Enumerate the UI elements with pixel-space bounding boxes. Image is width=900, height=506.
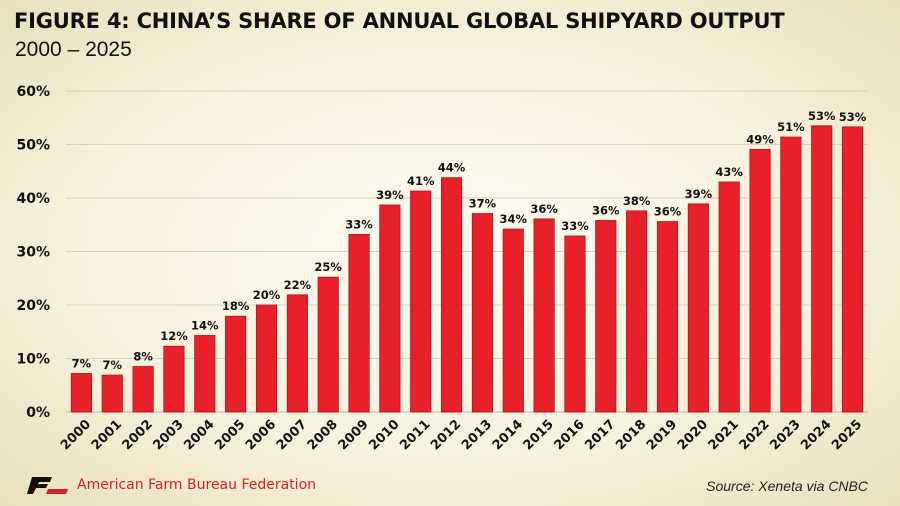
afbf-logo-icon: [27, 477, 68, 494]
bar-2016: [564, 235, 586, 413]
x-tick-label-2003: 2003: [150, 417, 186, 453]
x-tick-label-2002: 2002: [120, 417, 156, 453]
x-tick-label-2006: 2006: [243, 417, 279, 453]
data-label-2004: 14%: [191, 318, 219, 332]
bar-2006: [255, 304, 278, 413]
brand-name: American Farm Bureau Federation: [77, 477, 317, 493]
data-label-2019: 36%: [654, 205, 682, 219]
data-label-2022: 49%: [746, 132, 774, 146]
x-tick-label-2018: 2018: [613, 417, 649, 453]
bar-2000: [70, 373, 93, 413]
bar-2021: [718, 181, 740, 413]
source-note: Source: Xeneta via CNBC: [706, 478, 868, 494]
data-label-2003: 12%: [160, 329, 188, 343]
x-tick-label-2019: 2019: [644, 417, 680, 453]
data-label-2006: 20%: [253, 288, 281, 302]
data-label-2014: 34%: [500, 212, 528, 226]
data-label-2010: 39%: [376, 188, 404, 202]
bar-2014: [502, 228, 524, 413]
x-tick-label-2005: 2005: [212, 417, 248, 453]
data-label-2007: 22%: [284, 278, 312, 292]
x-tick-label-2009: 2009: [336, 417, 372, 453]
x-tick-label-2017: 2017: [582, 417, 618, 453]
x-tick-label-2001: 2001: [89, 417, 125, 453]
chart-subtitle: 2000 – 2025: [15, 38, 132, 61]
bar-2004: [194, 335, 216, 413]
x-tick-label-2010: 2010: [366, 417, 402, 453]
x-tick-label-2007: 2007: [274, 417, 310, 453]
data-label-2013: 37%: [469, 197, 497, 211]
x-tick-label-2022: 2022: [737, 417, 773, 453]
y-tick-label: 40%: [16, 191, 50, 207]
data-label-2001: 7%: [103, 358, 123, 372]
bar-2008: [317, 276, 339, 413]
y-tick-label: 10%: [16, 352, 50, 368]
y-tick-label: 0%: [26, 405, 50, 421]
data-label-2011: 41%: [407, 174, 435, 188]
data-label-2023: 51%: [777, 120, 805, 134]
bar-2011: [410, 190, 432, 413]
bar-2012: [440, 177, 463, 413]
bar-2019: [656, 221, 679, 413]
x-tick-label-2013: 2013: [459, 417, 495, 453]
bar-2010: [379, 204, 401, 413]
bar-2018: [626, 210, 648, 413]
x-tick-label-2023: 2023: [767, 417, 803, 453]
x-tick-label-2014: 2014: [490, 417, 526, 453]
data-label-2017: 36%: [592, 203, 620, 217]
x-tick-label-2021: 2021: [706, 417, 742, 453]
bar-2023: [780, 136, 802, 413]
data-label-2020: 39%: [685, 187, 713, 201]
bar-2013: [471, 213, 494, 413]
data-label-2018: 38%: [623, 194, 651, 208]
x-tick-label-2008: 2008: [305, 417, 341, 453]
bar-2005: [225, 315, 247, 413]
data-label-2009: 33%: [345, 217, 373, 231]
x-tick-label-2011: 2011: [397, 417, 433, 453]
data-label-2000: 7%: [72, 356, 92, 370]
data-label-2002: 8%: [133, 350, 153, 364]
data-label-2012: 44%: [438, 161, 466, 175]
y-axis-tick-labels: 0% 10% 20% 30% 40% 50% 60%: [16, 84, 50, 421]
bars: [70, 125, 864, 413]
data-label-2024: 53%: [808, 109, 836, 123]
bar-2025: [841, 126, 864, 413]
bar-2002: [132, 366, 154, 413]
chart-title: FIGURE 4: CHINA’S SHARE OF ANNUAL GLOBAL…: [14, 9, 785, 33]
brand-footer: American Farm Bureau Federation: [26, 474, 316, 496]
data-label-2008: 25%: [314, 260, 342, 274]
bar-2024: [811, 125, 833, 413]
y-tick-label: 20%: [16, 298, 50, 314]
bar-2022: [749, 148, 771, 413]
x-tick-label-2025: 2025: [829, 417, 865, 453]
bar-2007: [286, 294, 308, 413]
bar-2003: [163, 345, 185, 413]
data-label-2021: 43%: [715, 165, 743, 179]
x-tick-label-2016: 2016: [551, 417, 587, 453]
x-tick-label-2000: 2000: [58, 417, 94, 453]
data-label-2016: 33%: [561, 219, 589, 233]
y-tick-label: 60%: [16, 84, 50, 100]
bar-2017: [595, 220, 617, 413]
data-label-2025: 53%: [839, 110, 867, 124]
bar-2020: [687, 203, 709, 413]
x-tick-label-2020: 2020: [675, 417, 711, 453]
x-tick-label-2015: 2015: [521, 417, 557, 453]
x-tick-label-2024: 2024: [798, 417, 834, 453]
data-label-2005: 18%: [222, 299, 250, 313]
x-tick-label-2004: 2004: [181, 417, 217, 453]
bar-2009: [348, 233, 370, 413]
x-axis-tick-labels: 2000200120022003200420052006200720082009…: [58, 417, 865, 453]
y-tick-label: 30%: [16, 245, 50, 261]
data-labels: 7% 7%8%12%14%18%20%22%25%33%39%41%44%37%3…: [72, 109, 867, 372]
data-label-2015: 36%: [530, 202, 558, 216]
x-tick-label-2012: 2012: [428, 417, 464, 453]
bar-2001: [101, 374, 123, 413]
y-tick-label: 50%: [16, 138, 50, 154]
bar-2015: [533, 218, 555, 413]
